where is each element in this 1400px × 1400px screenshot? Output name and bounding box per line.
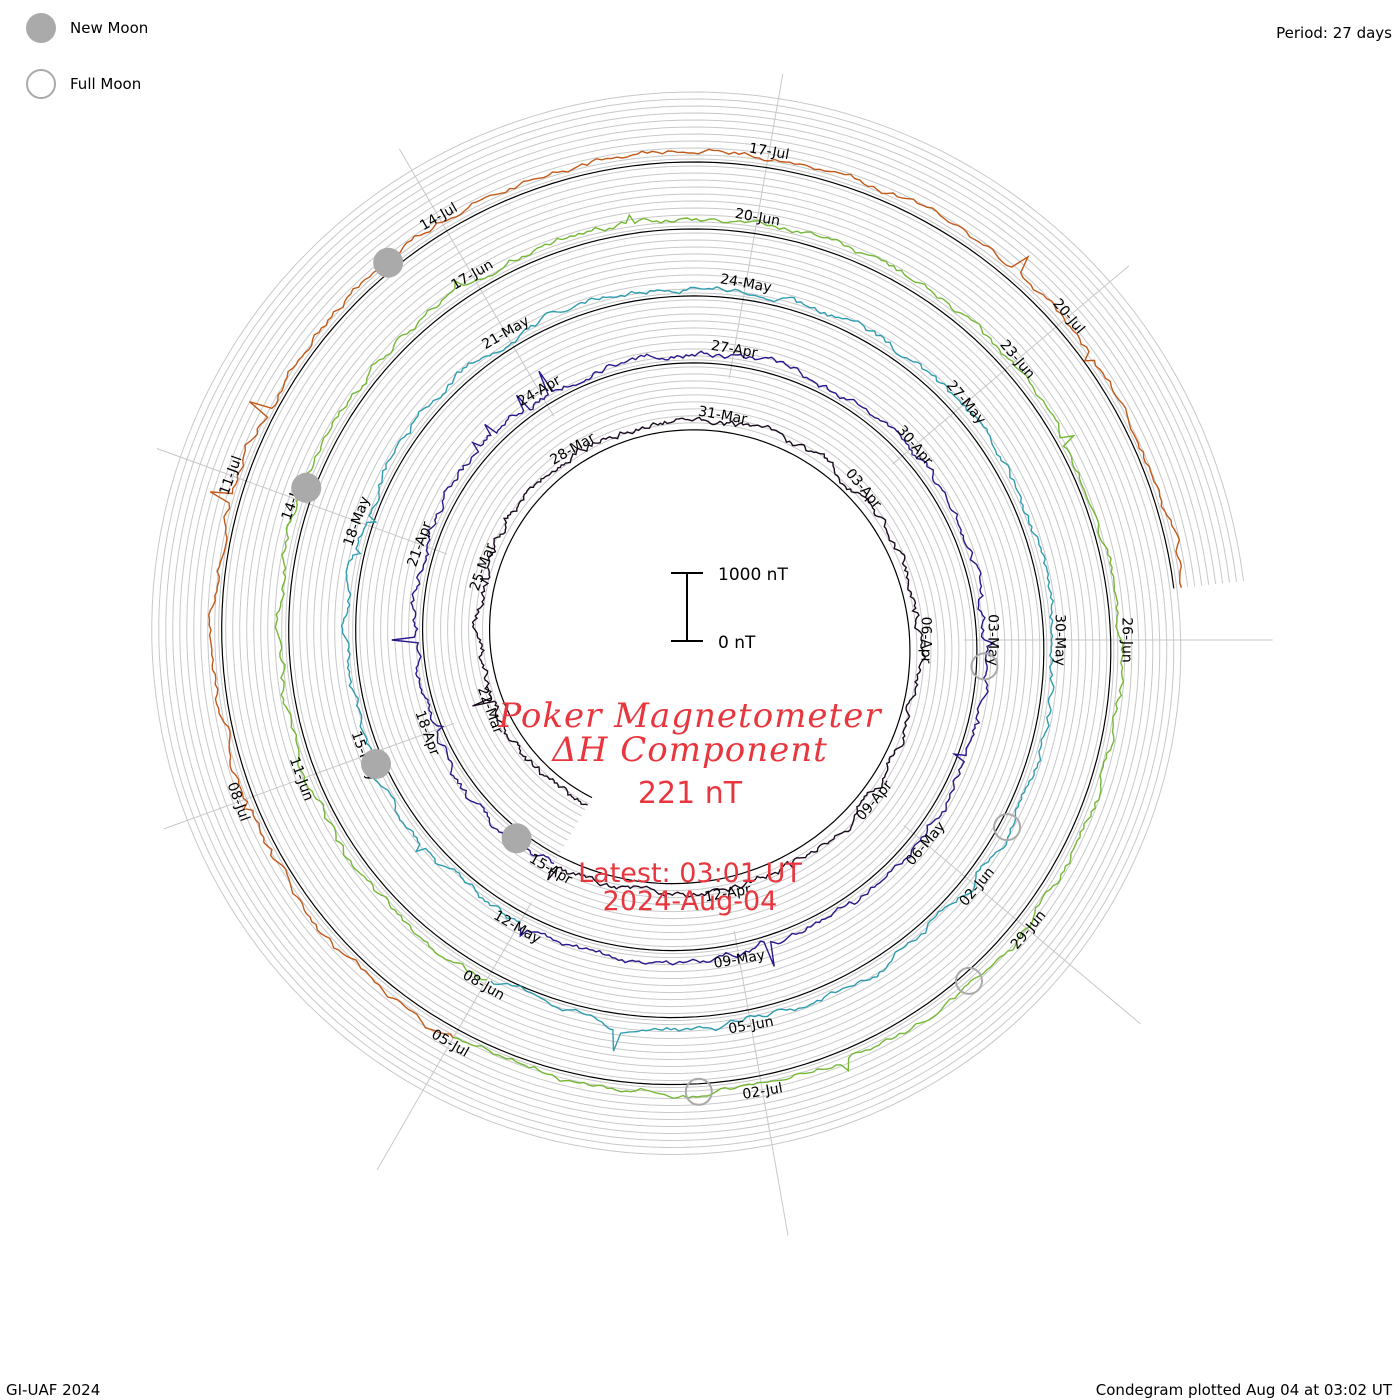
scale-bottom-label: 0 nT (718, 633, 756, 653)
grid-ring (172, 112, 1224, 1135)
grid-ring (200, 140, 1196, 1107)
legend-new-moon: New Moon (26, 13, 148, 43)
legend-full-moon-label: Full Moon (70, 75, 142, 93)
date-label: 17-Jun (449, 257, 496, 294)
grid-ring (151, 91, 1244, 1156)
radial-gridline (733, 931, 789, 1236)
date-label: 06-Apr (918, 617, 934, 664)
moon-markers (291, 247, 1022, 1106)
latest-date: 2024-Aug-04 (602, 886, 778, 917)
plot-timestamp: Condegram plotted Aug 04 at 03:02 UT (1095, 1381, 1392, 1399)
footer-credit: GI-UAF 2024 (6, 1381, 101, 1399)
new-moon-marker (361, 749, 391, 779)
date-label: 09-May (712, 947, 766, 972)
chart-subtitle: ΔH Component (552, 730, 828, 770)
radial-gridline (376, 902, 532, 1171)
date-label: 05-Jun (727, 1014, 775, 1038)
grid-ring (207, 147, 1189, 1100)
full-moon-marker (970, 652, 999, 681)
radial-gridline (728, 73, 784, 379)
date-label: 03-May (985, 614, 1001, 666)
radial-gridlines (156, 73, 1273, 1236)
new-moon-marker (501, 823, 532, 854)
full-moon-marker (993, 813, 1022, 842)
series-traces (208, 148, 1183, 1100)
date-label: 02-Jul (741, 1080, 784, 1103)
full-moon-marker (955, 966, 983, 995)
grid-ring (179, 119, 1217, 1128)
grid-ring (165, 105, 1230, 1142)
date-label: 27-Apr (710, 338, 759, 362)
full-moon-icon (26, 69, 56, 99)
grid-ring (158, 98, 1237, 1149)
date-label: 30-Apr (893, 423, 935, 469)
legend-full-moon: Full Moon (26, 69, 141, 99)
grid-ring (193, 133, 1203, 1114)
chart-title: Poker Magnetometer (498, 696, 882, 736)
series-trace-15-Apr (391, 350, 996, 967)
grid-rings (151, 91, 1244, 1156)
full-moon-marker (684, 1077, 713, 1106)
radial-gridline (903, 824, 1141, 1025)
current-value: 221 nT (637, 776, 743, 811)
grid-ring (186, 126, 1210, 1121)
legend-new-moon-label: New Moon (70, 19, 149, 37)
series-trace-19-Mar (471, 416, 927, 898)
series-trace-05-Jul (208, 148, 1183, 1039)
new-moon-marker (373, 247, 404, 278)
reference-spiral-line (221, 161, 1175, 1086)
new-moon-marker (291, 472, 322, 503)
date-label: 20-Jun (734, 206, 782, 230)
radial-gridline (398, 148, 555, 417)
date-label: 26-Jun (1119, 617, 1135, 663)
radial-gridline (891, 265, 1130, 465)
date-label: 30-May (1052, 614, 1068, 666)
latest-time: Latest: 03:01 UT (578, 858, 802, 889)
date-label: 05-Jul (428, 1027, 471, 1061)
date-label: 21-Apr (404, 519, 435, 569)
date-label: 23-Jun (996, 337, 1038, 382)
date-label: 17-Jul (748, 140, 791, 163)
date-label: 14-Jul (417, 200, 460, 234)
radial-gridline (163, 722, 455, 830)
period-label: Period: 27 days (1276, 24, 1392, 42)
new-moon-icon (26, 13, 56, 43)
reference-spiral (221, 161, 1175, 1086)
series-trace-12-May (340, 286, 1055, 1052)
scale-top-label: 1000 nT (718, 565, 788, 585)
scale-bar: 1000 nT 0 nT (671, 565, 788, 653)
series-trace-08-Jun (274, 213, 1125, 1100)
